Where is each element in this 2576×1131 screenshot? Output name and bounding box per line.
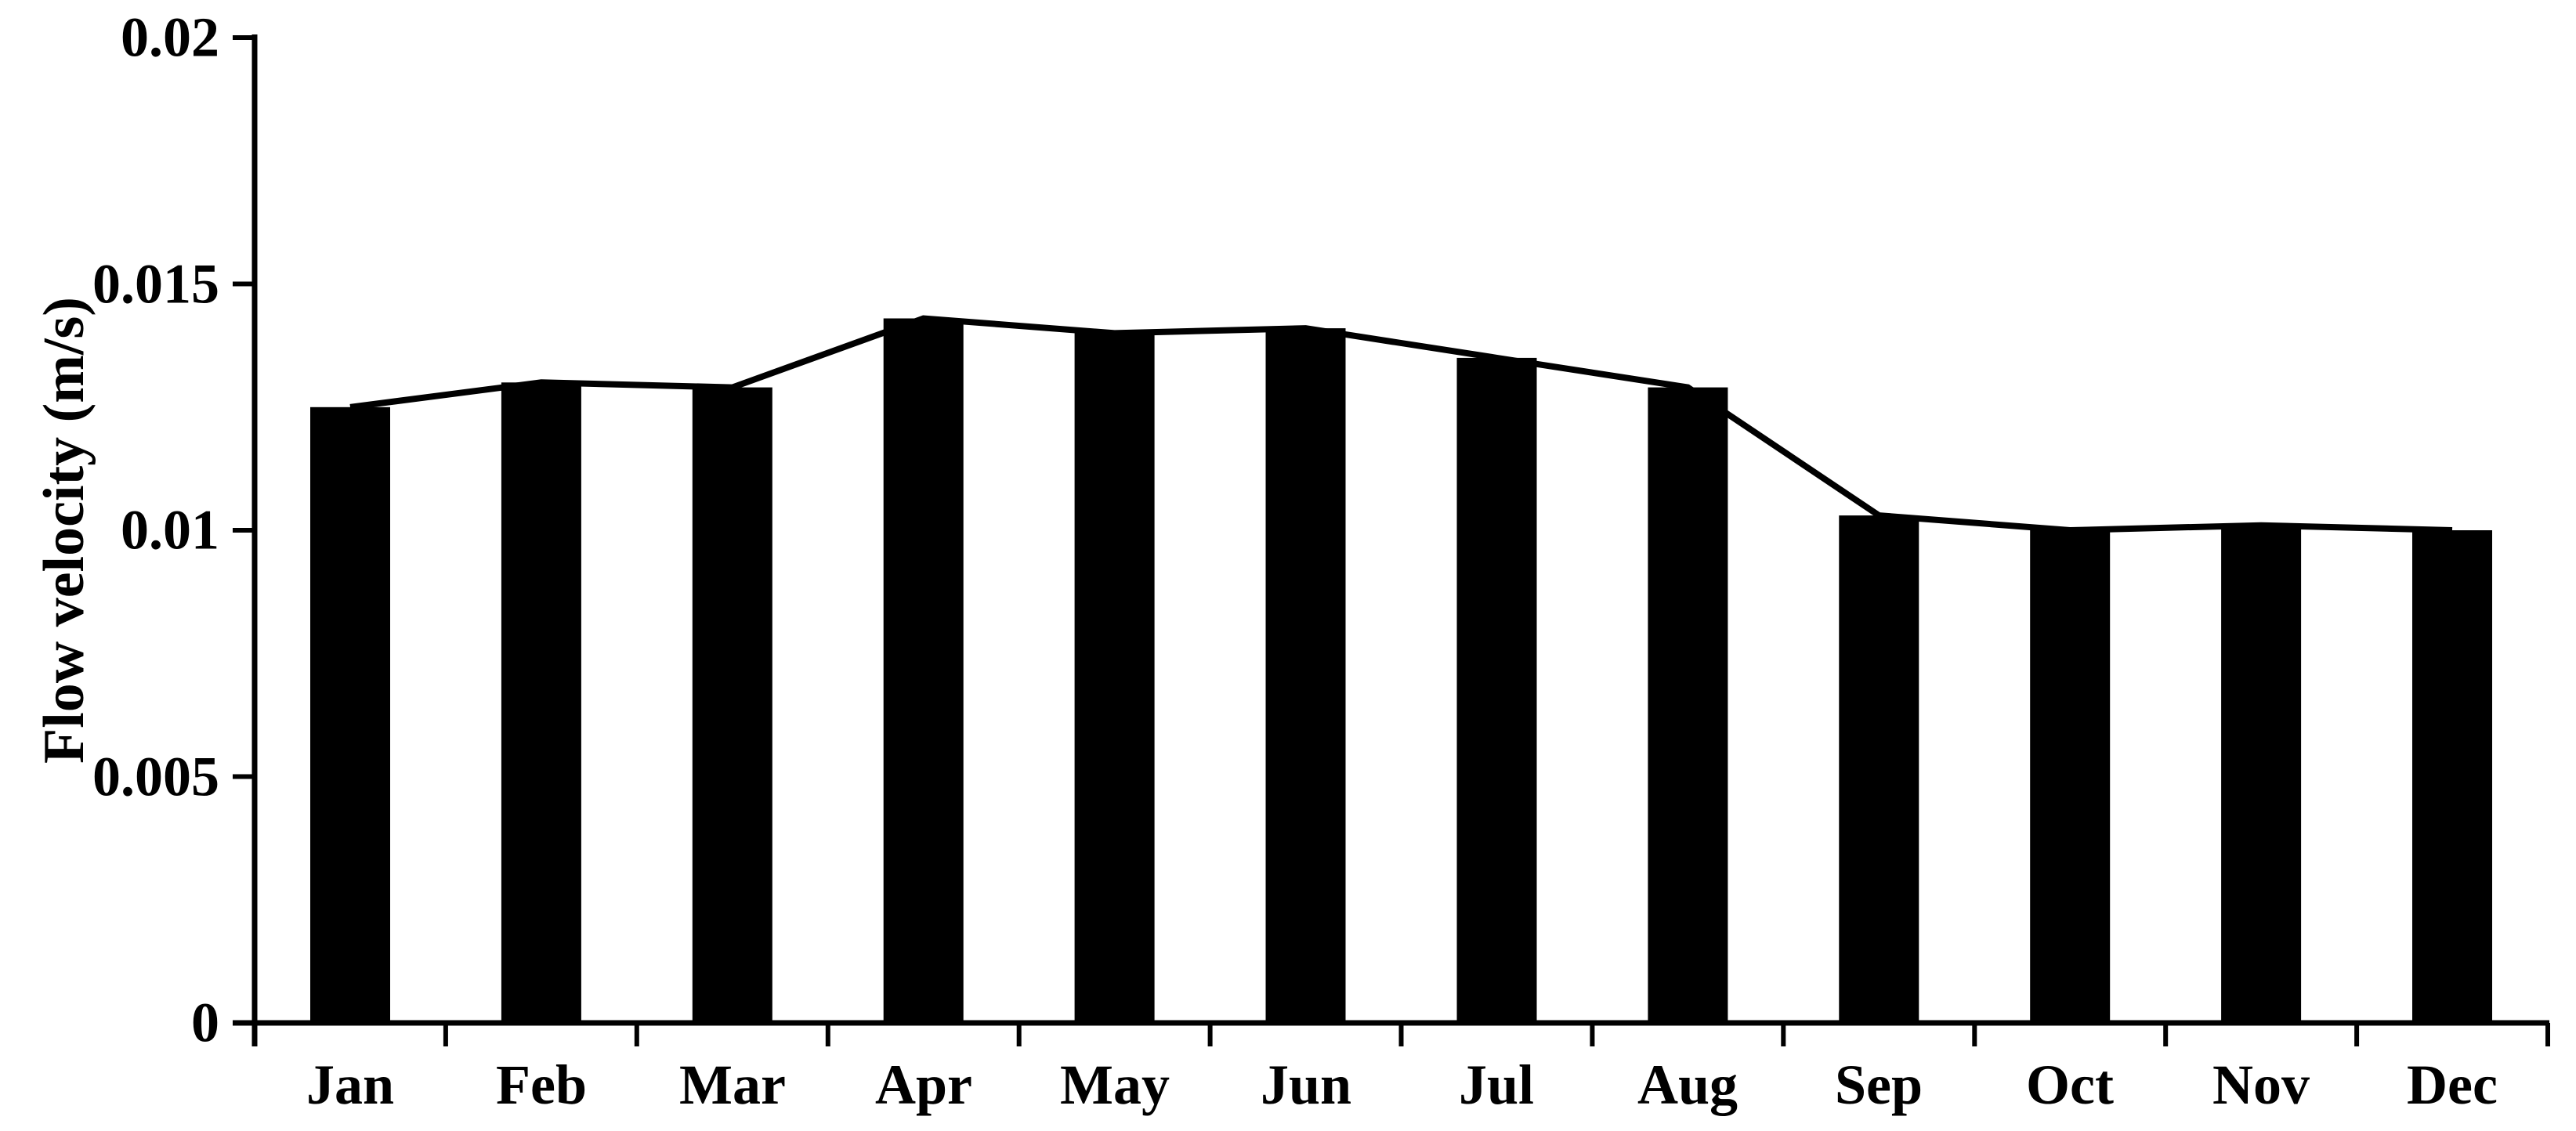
- y-axis-title: Flow velocity (m/s): [32, 297, 96, 764]
- bar-Jan: [310, 407, 390, 1024]
- bar-Aug: [1648, 387, 1728, 1024]
- bar-Jun: [1265, 328, 1346, 1024]
- bar-Nov: [2221, 525, 2302, 1023]
- x-category-label-Apr: Apr: [875, 1053, 972, 1116]
- bar-Oct: [2030, 530, 2111, 1023]
- x-category-label-Nov: Nov: [2212, 1053, 2310, 1116]
- bar-Dec: [2412, 530, 2492, 1023]
- x-category-label-Sep: Sep: [1834, 1053, 1923, 1116]
- y-tick-label-0.01: 0.01: [121, 498, 219, 562]
- y-tick-label-0.015: 0.015: [92, 252, 219, 316]
- bar-Feb: [501, 382, 581, 1023]
- x-category-label-Aug: Aug: [1637, 1053, 1738, 1116]
- x-category-label-Dec: Dec: [2407, 1053, 2498, 1116]
- bar-May: [1074, 333, 1155, 1023]
- bar-Mar: [692, 387, 772, 1024]
- x-category-label-Jan: Jan: [306, 1053, 395, 1116]
- x-category-label-Jun: Jun: [1260, 1053, 1352, 1116]
- x-category-label-May: May: [1060, 1053, 1170, 1116]
- y-tick-label-0.005: 0.005: [92, 745, 219, 808]
- trend-line: [349, 315, 2453, 534]
- y-tick-label-0.02: 0.02: [121, 5, 219, 69]
- x-category-label-Mar: Mar: [679, 1053, 786, 1116]
- x-category-label-Oct: Oct: [2026, 1053, 2114, 1116]
- bar-Sep: [1839, 515, 1919, 1023]
- bar-Apr: [883, 318, 964, 1023]
- y-tick-label-0: 0: [191, 991, 219, 1054]
- x-category-label-Feb: Feb: [496, 1053, 587, 1116]
- x-category-label-Jul: Jul: [1458, 1053, 1535, 1116]
- bar-Jul: [1456, 357, 1537, 1023]
